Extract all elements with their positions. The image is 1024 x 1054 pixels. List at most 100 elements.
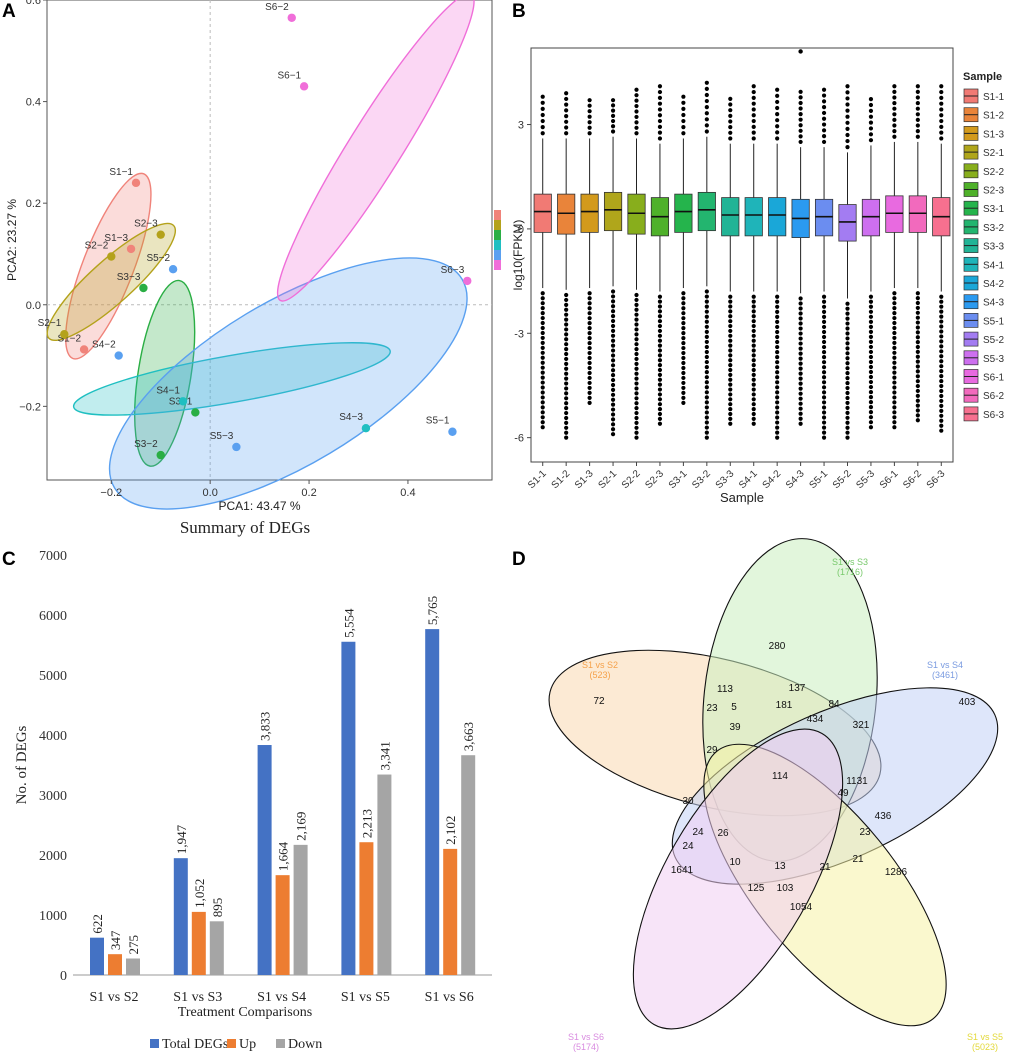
box-outlier xyxy=(821,415,827,420)
box-outlier xyxy=(845,371,850,376)
box-outlier xyxy=(704,86,709,91)
box-outlier xyxy=(868,425,874,430)
panel-letter-b: B xyxy=(512,1,526,22)
box-outlier xyxy=(728,387,733,392)
box-outlier xyxy=(540,330,545,336)
box-outlier xyxy=(915,134,920,139)
box-outlier xyxy=(821,420,827,425)
box-outlier xyxy=(892,350,897,355)
box-outlier xyxy=(564,366,569,371)
box-outlier xyxy=(939,124,944,129)
box-outlier xyxy=(775,93,780,98)
box-outlier xyxy=(587,296,592,301)
box-outlier xyxy=(915,112,920,117)
venn-region-count: 181 xyxy=(776,700,793,711)
box-outlier xyxy=(681,112,686,118)
box-outlier xyxy=(587,380,592,386)
box-outlier xyxy=(821,139,827,145)
box-outlier xyxy=(587,306,592,311)
venn-region-count: 21 xyxy=(852,854,864,865)
box-outlier xyxy=(540,125,545,130)
box-y-tick-label: -6 xyxy=(514,433,524,445)
bar-x-axis-label: Treatment Comparisons xyxy=(178,1005,312,1020)
box-outlier xyxy=(564,396,569,401)
box-outlier xyxy=(610,299,616,304)
bar-legend-label: Up xyxy=(239,1037,256,1052)
pca-legend-swatch xyxy=(494,230,501,240)
bar-data-label: 2,169 xyxy=(294,812,309,841)
bar-title: Summary of DEGs xyxy=(180,518,310,537)
box-outlier xyxy=(657,130,663,135)
box-body xyxy=(744,197,763,237)
box-outlier xyxy=(704,359,709,365)
box-outlier xyxy=(751,392,756,397)
box-outlier xyxy=(939,423,944,428)
box-outlier xyxy=(892,123,897,128)
box-outlier xyxy=(540,355,545,360)
venn-set-name: S1 vs S5 xyxy=(967,1032,1003,1042)
box-outlier xyxy=(892,380,897,385)
pca-point-label: S6−3 xyxy=(441,265,465,276)
box-outlier xyxy=(587,331,592,336)
box-outlier xyxy=(845,390,850,396)
box-outlier xyxy=(634,347,639,352)
box-outlier xyxy=(564,406,569,411)
box-x-tick-label: S3-2 xyxy=(690,468,713,491)
box-outlier xyxy=(845,415,850,420)
pca-y-tick-label: 0.6 xyxy=(26,0,41,7)
venn-region-count: 1641 xyxy=(671,865,694,876)
bar-down xyxy=(461,755,476,975)
box-outlier xyxy=(939,319,944,324)
bar-legend-swatch xyxy=(276,1039,285,1048)
pca-point-label: S1−3 xyxy=(104,233,128,244)
box-outlier xyxy=(587,326,592,331)
box-outlier xyxy=(845,96,850,101)
box-outlier xyxy=(868,374,874,380)
box-outlier xyxy=(868,369,874,375)
box-outlier xyxy=(868,108,874,113)
box-outlier xyxy=(681,118,686,124)
pca-point-label: S1−1 xyxy=(109,167,133,178)
box-outlier xyxy=(892,410,897,415)
box-outlier xyxy=(610,358,616,363)
box-body xyxy=(603,191,623,232)
box-outlier xyxy=(587,336,592,341)
venn-region-count: 125 xyxy=(748,883,765,894)
box-outlier xyxy=(681,306,686,311)
box-outlier xyxy=(915,393,920,398)
box-outlier xyxy=(657,294,663,299)
box-outlier xyxy=(821,128,827,133)
box-outlier xyxy=(798,311,803,316)
box-outlier xyxy=(681,360,686,366)
box-outlier xyxy=(634,327,639,332)
box-outlier xyxy=(681,316,686,321)
venn-region-count: 23 xyxy=(859,827,871,838)
venn-set-count: (1716) xyxy=(837,567,863,577)
box-outlier xyxy=(915,106,920,111)
pca-point-label: S6−1 xyxy=(277,70,301,81)
box-outlier xyxy=(868,126,874,131)
box-outlier xyxy=(587,316,592,321)
box-outlier xyxy=(845,356,850,361)
box-outlier xyxy=(751,372,756,377)
box-outlier xyxy=(939,136,944,141)
box-outlier xyxy=(845,435,850,440)
box-outlier xyxy=(610,108,616,113)
pca-x-tick-label: −0.2 xyxy=(100,487,122,499)
box-outlier xyxy=(915,418,920,423)
box-y-tick-label: 0 xyxy=(518,224,524,236)
box-outlier xyxy=(564,376,569,381)
box-outlier xyxy=(798,411,803,416)
pca-point xyxy=(299,82,309,91)
box-outlier xyxy=(728,323,733,329)
box-outlier xyxy=(915,369,920,374)
box-outlier xyxy=(751,338,756,343)
box-outlier xyxy=(657,402,663,407)
box-outlier xyxy=(634,322,639,327)
box-outlier xyxy=(587,390,592,395)
box-outlier xyxy=(610,427,616,432)
box-outlier xyxy=(845,331,850,336)
box-outlier xyxy=(915,359,920,364)
bar-legend-label: Down xyxy=(288,1037,322,1052)
